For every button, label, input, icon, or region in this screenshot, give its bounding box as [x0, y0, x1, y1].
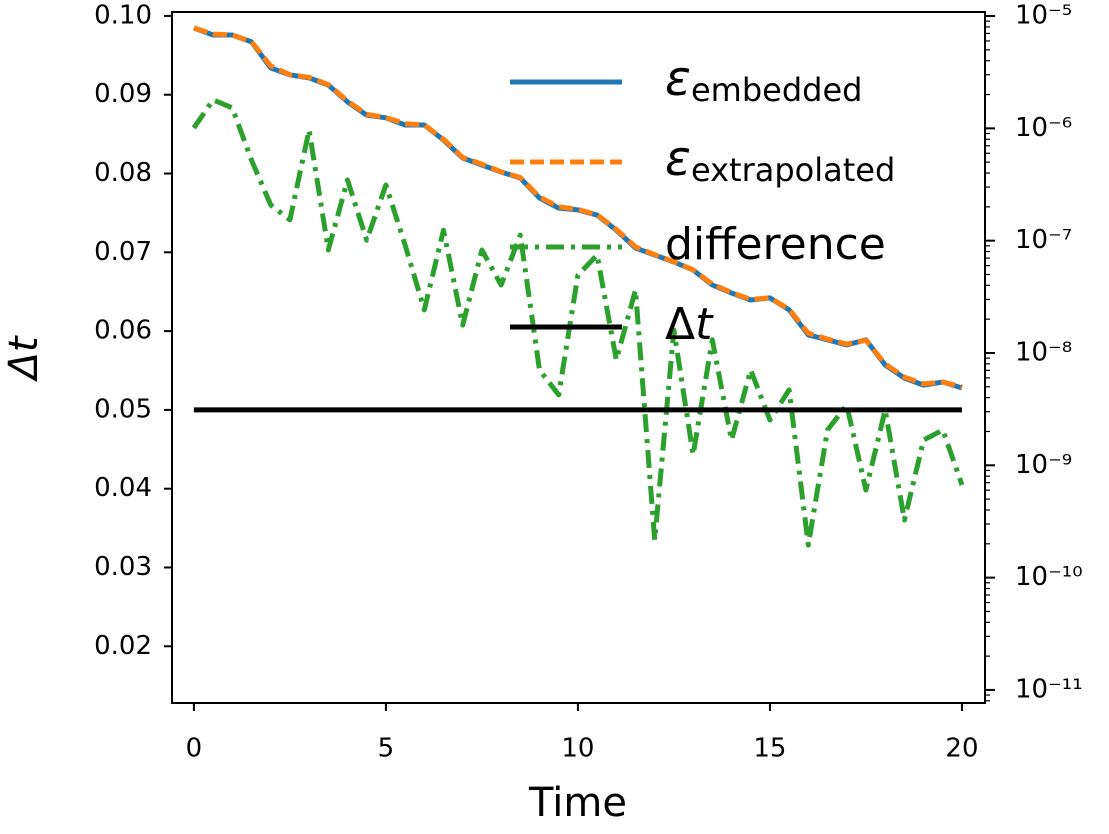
y-tick-label: 0.10 [94, 0, 152, 30]
legend-italic: t [695, 299, 714, 350]
y-tick-label: 0.09 [94, 79, 152, 109]
x-tick-label: 20 [945, 734, 978, 764]
y2-tick-label: 10⁻⁹ [1015, 450, 1072, 480]
y2-tick-label: 10⁻⁵ [1015, 1, 1072, 31]
x-axis-label: Time [528, 780, 627, 826]
legend-label: εembedded [665, 51, 862, 109]
y-axis-label: Δt [1, 335, 47, 382]
y2-tick-label: 10⁻⁸ [1015, 337, 1072, 367]
legend-symbol: ε [665, 131, 691, 187]
y-tick-label: 0.07 [94, 237, 152, 267]
legend-subscript: embedded [691, 71, 862, 109]
x-tick-label: 0 [186, 734, 203, 764]
y2-tick-label: 10⁻¹¹ [1015, 674, 1083, 704]
y2-tick-label: 10⁻⁶ [1015, 113, 1072, 143]
legend-symbol: ε [665, 51, 691, 107]
y-tick-label: 0.08 [94, 158, 152, 188]
legend-label: εextrapolated [665, 131, 895, 189]
plot-frame [171, 11, 986, 704]
legend-symbol: Δ [665, 299, 695, 350]
legend-label: Δt [665, 299, 714, 350]
x-tick-label: 10 [561, 734, 594, 764]
y-tick-label: 0.06 [94, 316, 152, 346]
y-tick-label: 0.02 [94, 631, 152, 661]
y2-tick-label: 10⁻⁷ [1015, 225, 1072, 255]
x-tick-label: 5 [378, 734, 395, 764]
x-tick-label: 15 [753, 734, 786, 764]
series-line [193, 25, 963, 390]
y-tick-label: 0.03 [94, 552, 152, 582]
series-line [191, 97, 965, 548]
y-tick-label: 0.05 [94, 394, 152, 424]
y2-tick-label: 10⁻¹⁰ [1015, 562, 1083, 592]
legend-subscript: extrapolated [691, 151, 895, 189]
y-tick-label: 0.04 [94, 473, 152, 503]
legend-label: difference [665, 219, 886, 270]
